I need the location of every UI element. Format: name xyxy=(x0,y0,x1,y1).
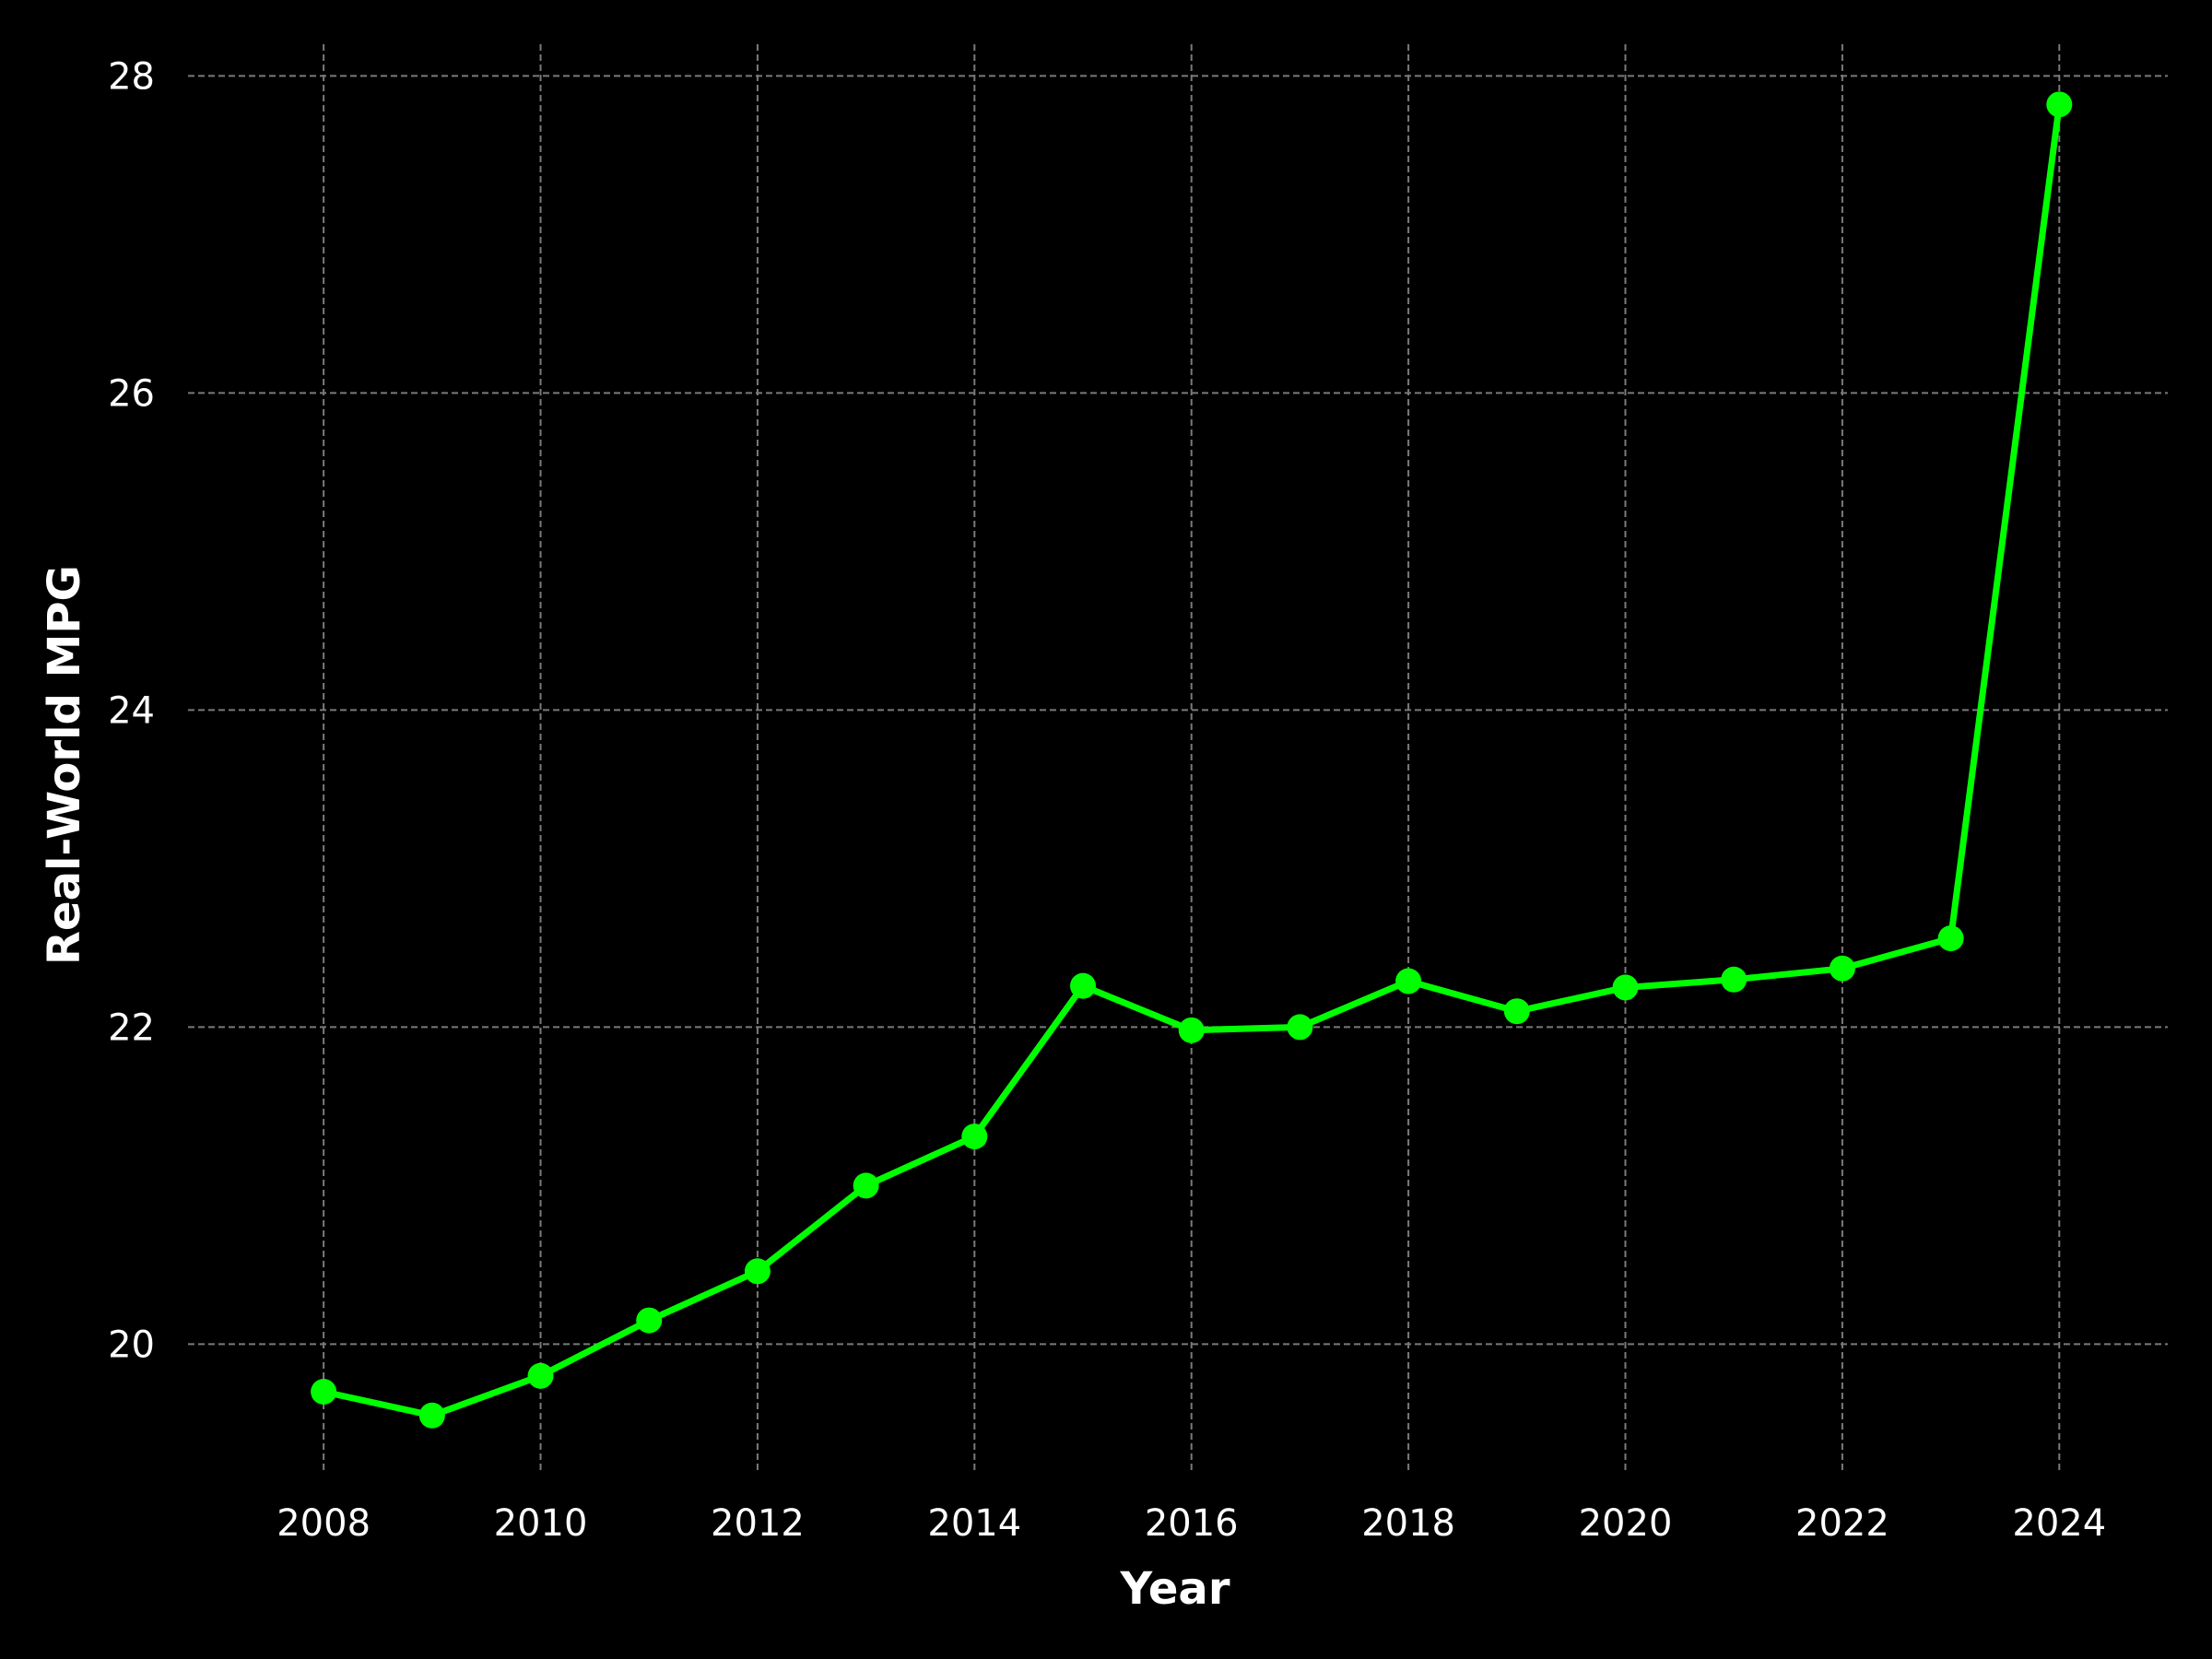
data-point xyxy=(961,1124,988,1150)
x-tick-label: 2018 xyxy=(1361,1502,1455,1545)
y-axis-label: Real-World MPG xyxy=(39,565,90,965)
y-tick-label: 26 xyxy=(108,372,155,415)
x-tick-label: 2016 xyxy=(1145,1502,1239,1545)
series-mpg xyxy=(311,91,2073,1429)
data-point xyxy=(1937,925,1964,952)
x-tick-label: 2022 xyxy=(1795,1502,1889,1545)
y-axis-ticks: 20 22 24 26 28 xyxy=(108,55,155,1366)
data-point xyxy=(853,1172,879,1199)
data-point xyxy=(636,1307,663,1334)
data-point xyxy=(1287,1014,1313,1041)
y-tick-label: 20 xyxy=(108,1324,155,1366)
data-point xyxy=(1612,974,1639,1001)
data-point xyxy=(1503,998,1530,1025)
x-tick-label: 2008 xyxy=(276,1502,371,1545)
data-point xyxy=(311,1379,337,1405)
y-tick-label: 22 xyxy=(108,1006,155,1049)
x-axis-label: Year xyxy=(1120,1563,1230,1615)
data-point xyxy=(1178,1017,1205,1043)
data-point xyxy=(2046,91,2073,118)
x-tick-label: 2014 xyxy=(927,1502,1021,1545)
data-point xyxy=(1070,972,1097,999)
data-point xyxy=(527,1362,554,1389)
x-axis-ticks: 2008 2010 2012 2014 2016 2018 2020 2022 2024 xyxy=(276,1502,2106,1545)
x-tick-label: 2024 xyxy=(2012,1502,2106,1545)
data-point xyxy=(418,1402,445,1429)
data-point xyxy=(744,1258,771,1285)
y-tick-label: 28 xyxy=(108,55,155,98)
x-tick-label: 2012 xyxy=(711,1502,805,1545)
y-tick-label: 24 xyxy=(108,689,155,732)
data-point xyxy=(1721,966,1747,993)
data-point xyxy=(1395,968,1422,994)
x-tick-label: 2010 xyxy=(494,1502,588,1545)
data-point xyxy=(1829,955,1855,982)
x-tick-label: 2020 xyxy=(1579,1502,1673,1545)
